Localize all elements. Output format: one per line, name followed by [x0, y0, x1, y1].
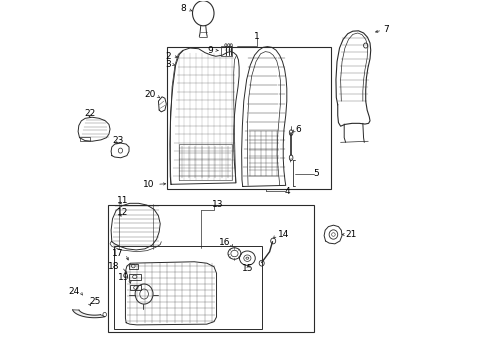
- Text: 16: 16: [218, 238, 230, 247]
- Text: 14: 14: [277, 230, 288, 239]
- Text: 11: 11: [117, 196, 128, 205]
- Text: 19: 19: [117, 273, 129, 282]
- Bar: [130, 285, 141, 291]
- Text: 9: 9: [207, 46, 212, 55]
- Text: 5: 5: [313, 169, 319, 178]
- Text: 13: 13: [212, 200, 224, 209]
- Text: 12: 12: [116, 208, 127, 217]
- Text: 2: 2: [165, 52, 171, 61]
- Bar: [107, 205, 313, 332]
- Text: 20: 20: [144, 90, 155, 99]
- Bar: [113, 246, 262, 329]
- Text: 23: 23: [112, 136, 123, 145]
- Text: 8: 8: [180, 4, 186, 13]
- Text: 3: 3: [165, 60, 171, 69]
- Text: 17: 17: [112, 249, 123, 258]
- Text: 24: 24: [68, 287, 80, 296]
- Bar: [80, 137, 90, 141]
- Text: 10: 10: [142, 180, 154, 189]
- Polygon shape: [73, 310, 104, 318]
- Text: 21: 21: [344, 230, 356, 239]
- Bar: [221, 45, 231, 56]
- Text: 22: 22: [84, 109, 95, 118]
- Text: 1: 1: [254, 32, 260, 41]
- Text: 15: 15: [242, 264, 253, 273]
- Text: 18: 18: [108, 262, 120, 271]
- Text: 4: 4: [284, 187, 290, 196]
- Bar: [167, 47, 330, 189]
- Bar: [129, 264, 138, 269]
- Text: 25: 25: [89, 297, 101, 306]
- Bar: [129, 274, 140, 280]
- Text: 6: 6: [295, 125, 301, 134]
- Text: 7: 7: [383, 25, 388, 34]
